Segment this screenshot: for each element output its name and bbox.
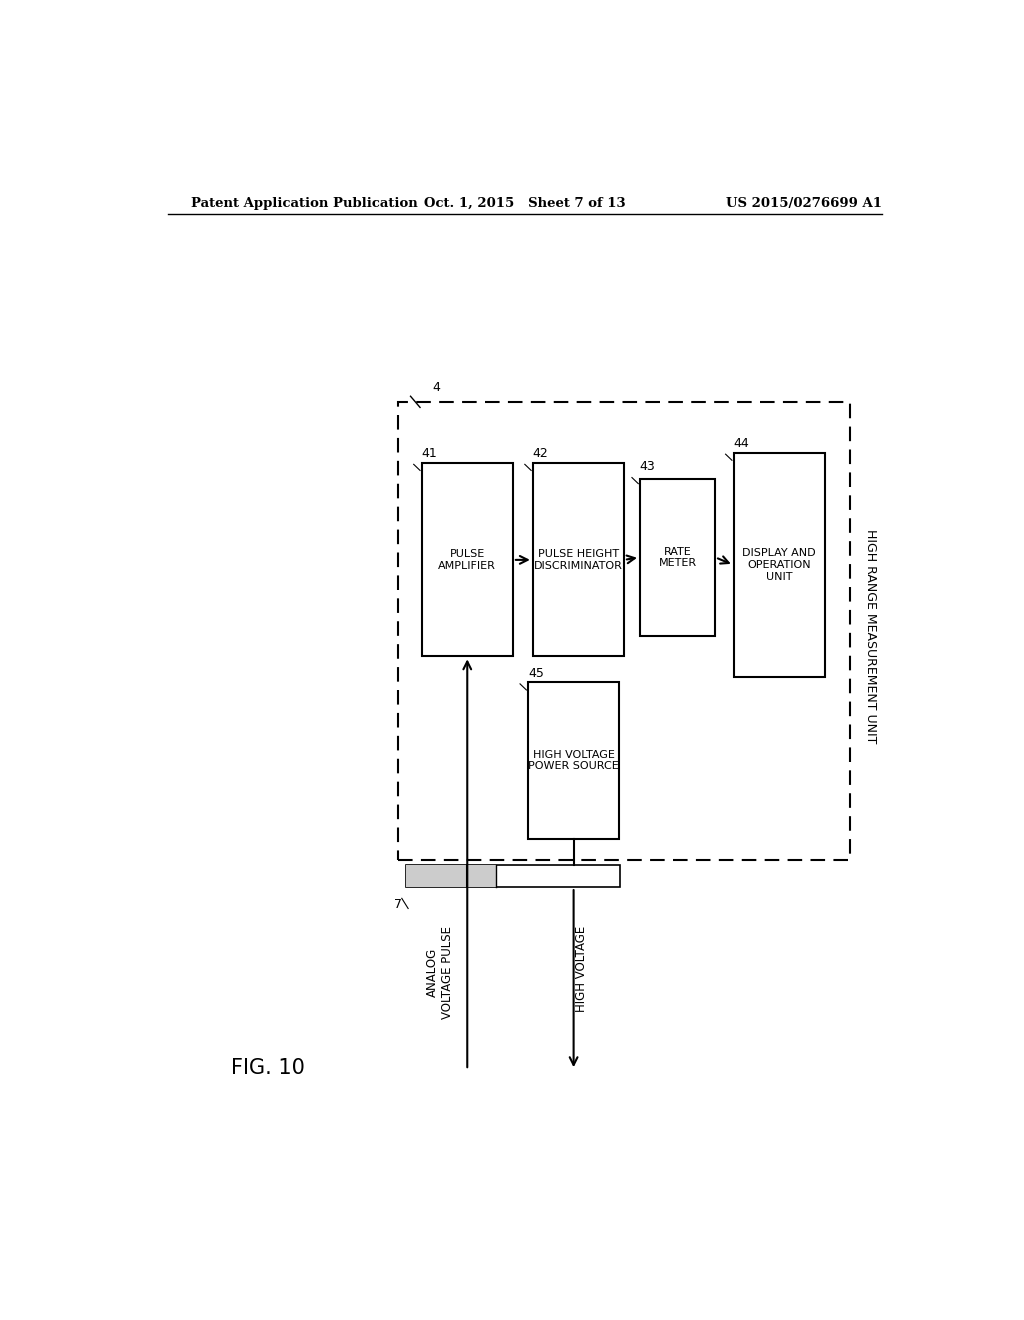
- Text: PULSE
AMPLIFIER: PULSE AMPLIFIER: [438, 549, 497, 570]
- Text: ANALOG
VOLTAGE PULSE: ANALOG VOLTAGE PULSE: [426, 925, 454, 1019]
- Bar: [397, 403, 850, 859]
- Text: 45: 45: [528, 667, 544, 680]
- Text: HIGH VOLTAGE
POWER SOURCE: HIGH VOLTAGE POWER SOURCE: [528, 750, 618, 771]
- Text: RATE
METER: RATE METER: [658, 546, 696, 568]
- Text: 4: 4: [432, 381, 440, 395]
- Bar: [422, 463, 513, 656]
- Text: 41: 41: [422, 447, 437, 461]
- Text: 43: 43: [640, 461, 655, 474]
- Text: PULSE HEIGHT
DISCRIMINATOR: PULSE HEIGHT DISCRIMINATOR: [534, 549, 623, 570]
- Text: US 2015/0276699 A1: US 2015/0276699 A1: [726, 197, 882, 210]
- Bar: [640, 479, 715, 636]
- Text: 42: 42: [532, 447, 549, 461]
- Text: Oct. 1, 2015   Sheet 7 of 13: Oct. 1, 2015 Sheet 7 of 13: [424, 197, 626, 210]
- Text: DISPLAY AND
OPERATION
UNIT: DISPLAY AND OPERATION UNIT: [742, 548, 816, 582]
- Bar: [532, 463, 624, 656]
- Text: 7: 7: [394, 899, 401, 911]
- Bar: [406, 865, 496, 887]
- Bar: [733, 453, 824, 677]
- Text: 44: 44: [733, 437, 750, 450]
- Bar: [406, 865, 621, 887]
- Text: HIGH VOLTAGE: HIGH VOLTAGE: [574, 925, 588, 1012]
- Text: HIGH RANGE MEASUREMENT UNIT: HIGH RANGE MEASUREMENT UNIT: [863, 529, 877, 743]
- Text: FIG. 10: FIG. 10: [231, 1059, 305, 1078]
- Bar: [528, 682, 620, 840]
- Text: Patent Application Publication: Patent Application Publication: [191, 197, 418, 210]
